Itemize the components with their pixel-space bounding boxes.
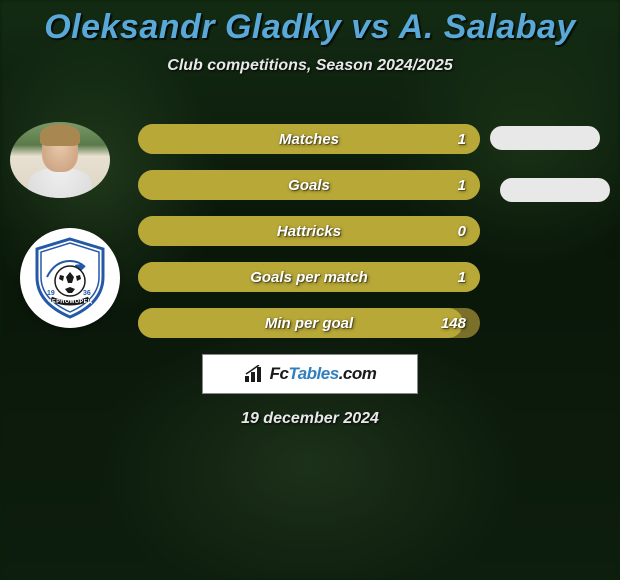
opponent-mini-bar — [500, 178, 610, 202]
stats-bars: Matches 1 Goals 1 Hattricks 0 Goals per match 1… — [138, 124, 480, 354]
logo-tables: Tables — [288, 364, 338, 383]
stat-row: Min per goal 148 — [138, 308, 480, 338]
stat-row: Matches 1 — [138, 124, 480, 154]
svg-text:36: 36 — [83, 290, 91, 297]
stat-value: 148 — [441, 315, 466, 332]
svg-text:19: 19 — [47, 290, 55, 297]
avatar-shirt — [28, 168, 92, 198]
subtitle: Club competitions, Season 2024/2025 — [0, 57, 620, 75]
stat-value: 0 — [458, 223, 466, 240]
stat-label: Goals — [288, 177, 330, 194]
stat-label: Matches — [279, 131, 339, 148]
fctables-logo[interactable]: FcTables.com — [202, 354, 418, 394]
stat-value: 1 — [458, 177, 466, 194]
avatar-hair — [40, 124, 80, 146]
stat-value: 1 — [458, 131, 466, 148]
club-crest-icon: 19 36 ЧЕРНОМОРЕЦ — [27, 235, 113, 321]
stat-row: Hattricks 0 — [138, 216, 480, 246]
stat-row: Goals 1 — [138, 170, 480, 200]
opponent-mini-bar — [490, 126, 600, 150]
logo-fc: Fc — [270, 364, 289, 383]
content-root: Oleksandr Gladky vs A. Salabay Club comp… — [0, 0, 620, 580]
stat-label: Hattricks — [277, 223, 341, 240]
stat-row: Goals per match 1 — [138, 262, 480, 292]
player-avatar-gladky — [10, 122, 110, 198]
date-line: 19 december 2024 — [0, 410, 620, 428]
bars-icon — [244, 365, 264, 383]
logo-text: FcTables.com — [270, 364, 377, 384]
stat-value: 1 — [458, 269, 466, 286]
club-logo-chernomorets: 19 36 ЧЕРНОМОРЕЦ — [20, 228, 120, 328]
stat-label: Min per goal — [265, 315, 353, 332]
logo-suffix: .com — [339, 364, 377, 383]
stat-label: Goals per match — [250, 269, 368, 286]
page-title: Oleksandr Gladky vs A. Salabay — [0, 0, 620, 47]
svg-text:ЧЕРНОМОРЕЦ: ЧЕРНОМОРЕЦ — [48, 299, 93, 305]
